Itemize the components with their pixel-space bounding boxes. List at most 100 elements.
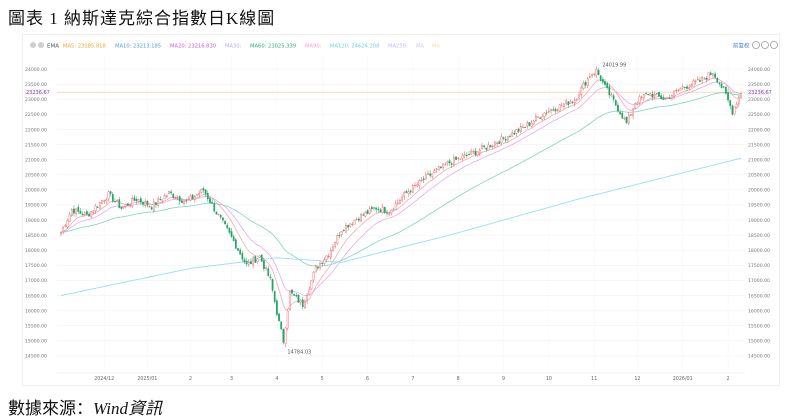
candle-body — [232, 236, 235, 242]
y-tick-label: 18000.00 — [25, 248, 47, 254]
candle-body — [580, 87, 583, 96]
y-tick-label: 18000.00 — [748, 248, 770, 254]
candle-body — [679, 88, 682, 91]
adjust-mode-label[interactable]: 前复权 — [733, 42, 750, 50]
candle-body — [245, 261, 248, 265]
candle-body — [725, 87, 727, 94]
indicator-toggle-icon[interactable] — [38, 42, 44, 48]
candle-body — [519, 125, 522, 132]
candle-body — [64, 225, 67, 227]
ma-legend-item: MA60: 23025.339 — [250, 44, 296, 50]
candle-body — [634, 103, 637, 109]
settings-icon[interactable] — [752, 41, 760, 49]
zoom-icon[interactable] — [761, 41, 769, 49]
candle-body — [435, 168, 438, 170]
x-tick-label: 9 — [502, 376, 505, 382]
candle-body — [614, 100, 617, 106]
candle-body — [124, 204, 127, 208]
candle-body — [295, 295, 298, 297]
candle-body — [152, 201, 155, 211]
candle-body — [127, 203, 129, 206]
candle-body — [120, 206, 123, 209]
candle-body — [163, 195, 166, 199]
candle-body — [273, 291, 276, 302]
candle-body — [455, 156, 457, 160]
candle-body — [554, 109, 557, 112]
y-tick-label: 18500.00 — [748, 233, 770, 239]
candle-body — [489, 145, 492, 148]
candle-body — [191, 194, 194, 199]
candle-body — [314, 265, 317, 273]
y-tick-label: 22000.00 — [25, 127, 47, 133]
candle-body — [323, 259, 326, 264]
candle-body — [291, 289, 293, 294]
candle-body — [517, 128, 520, 132]
ma-legend-item: MA10: 23213.185 — [115, 44, 161, 50]
candle-body — [392, 209, 395, 211]
candle-body — [610, 94, 613, 97]
close-icon[interactable] — [770, 41, 778, 49]
y-tick-label: 22000.00 — [748, 127, 770, 133]
candle-body — [254, 256, 257, 263]
candle-body — [640, 96, 643, 98]
candle-body — [209, 198, 211, 204]
candle-body — [396, 202, 399, 204]
indicator-toggle-icon[interactable] — [30, 42, 36, 48]
candle-body — [241, 253, 244, 260]
candle-body — [161, 199, 164, 202]
candle-body — [148, 206, 151, 208]
candle-body — [658, 92, 660, 97]
candle-body — [660, 95, 662, 100]
candle-body — [474, 150, 477, 155]
candle-body — [524, 126, 526, 128]
kline-chart[interactable]: EMA MA5: 23185.818 MA10: 23213.185 MA20: 2… — [23, 35, 779, 385]
candle-body — [671, 95, 673, 99]
candle-body — [219, 215, 222, 218]
x-tick-label: 12 — [634, 376, 640, 382]
candle-body — [172, 193, 175, 198]
ma-mid-line — [60, 81, 741, 296]
candle-body — [649, 93, 652, 96]
candle-body — [368, 208, 371, 214]
candle-body — [170, 191, 172, 194]
candle-body — [599, 75, 602, 81]
candle-body — [375, 207, 378, 210]
candle-body — [712, 73, 714, 76]
x-tick-label: 2026/01 — [673, 376, 693, 382]
candle-body — [280, 321, 283, 330]
candle-body — [418, 180, 421, 187]
candle-body — [619, 112, 621, 115]
candle-body — [222, 217, 224, 221]
candle-body — [530, 122, 533, 127]
candle-body — [312, 271, 315, 281]
candle-body — [321, 262, 324, 264]
candle-body — [383, 207, 386, 213]
indicator-label[interactable]: EMA — [47, 44, 59, 50]
candle-body — [597, 70, 600, 75]
candle-body — [198, 193, 201, 196]
y-tick-label: 21500.00 — [748, 142, 770, 148]
candle-body — [347, 225, 349, 228]
candle-body — [571, 101, 574, 103]
x-tick-label: 7 — [411, 376, 414, 382]
ma-legend-item: MA250: — [388, 44, 408, 50]
candle-body — [515, 129, 518, 134]
candle-body — [176, 197, 179, 199]
candle-body — [140, 198, 142, 203]
candle-body — [299, 300, 302, 303]
x-tick-label: 5 — [321, 376, 324, 382]
candle-body — [716, 77, 719, 83]
candle-body — [433, 170, 436, 174]
candle-body — [699, 80, 701, 82]
chart-panel[interactable]: EMA MA5: 23185.818 MA10: 23213.185 MA20: 2… — [22, 34, 780, 386]
candle-body — [677, 89, 680, 91]
x-tick-label: 2 — [727, 376, 730, 382]
candle-body — [627, 114, 630, 124]
candle-body — [459, 158, 462, 160]
ma-legend-item: MA20: 23216.830 — [170, 44, 216, 50]
candle-body — [498, 141, 501, 145]
candle-body — [617, 104, 619, 112]
y-tick-label: 16500.00 — [25, 293, 47, 299]
y-tick-label: 18500.00 — [25, 233, 47, 239]
candle-body — [144, 201, 147, 206]
